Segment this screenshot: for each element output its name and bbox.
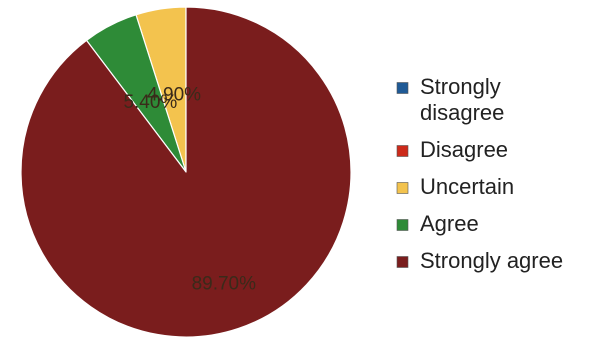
pie-data-labels: 4.90%5.40% 89.70% [123,84,256,294]
legend-item-strongly-agree: Strongly agree [396,248,563,273]
legend-label: Strongly disagree [420,74,504,125]
legend-item-strongly-disagree: Strongly disagree [396,74,504,125]
legend-swatch [396,145,409,157]
legend-label: Strongly agree [420,248,563,273]
legend-item-disagree: Disagree [396,137,508,162]
legend-swatch [396,219,409,231]
legend-item-uncertain: Uncertain [396,174,514,199]
legend-label: Agree [420,211,479,236]
legend-swatch [396,256,409,268]
data-label-uncertain: 4.90% [147,84,201,105]
data-label-strongly-agree: 89.70% [192,274,257,295]
legend: Strongly disagree Disagree Uncertain Agree St… [396,74,563,273]
pie-slice-strongly-agree [20,6,352,338]
pie-slices [20,6,352,338]
legend-swatch [396,182,409,194]
data-label-agree: 5.40% [123,92,177,113]
legend-label: Uncertain [420,174,514,199]
legend-item-agree: Agree [396,211,479,236]
legend-label: Disagree [420,137,508,162]
legend-swatch [396,82,409,94]
